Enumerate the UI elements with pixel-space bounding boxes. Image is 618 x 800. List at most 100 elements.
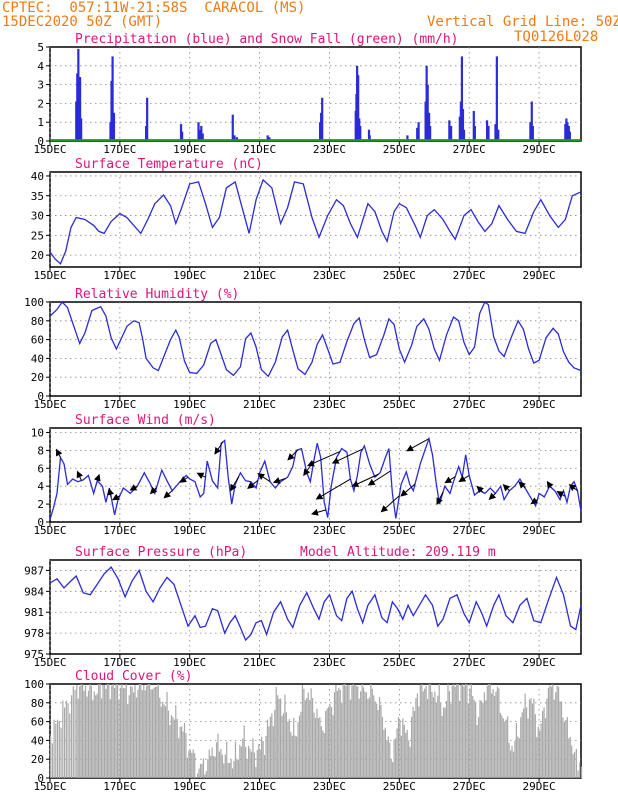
cloud-bar: [469, 688, 471, 778]
y-tick-label: 25: [31, 229, 44, 242]
y-tick-label: 4: [37, 60, 44, 73]
cloud-bar: [164, 706, 167, 778]
cloud-bar: [293, 717, 295, 778]
precip-bar: [112, 112, 116, 141]
cloud-bar: [463, 686, 465, 778]
wind-line: [49, 436, 582, 520]
x-tick-label: 19DEC: [173, 656, 206, 669]
cloud-bar: [314, 717, 317, 778]
cloud-bar: [483, 692, 485, 778]
cloud-bar: [207, 759, 209, 778]
cloud-bar: [367, 698, 369, 778]
wind-direction-arrow: [488, 492, 497, 501]
cloud-bar: [332, 715, 334, 778]
plot-frame: [49, 427, 582, 523]
cloud-bar: [486, 685, 488, 778]
cloud-bar: [160, 706, 162, 778]
wind-direction-arrow: [436, 491, 444, 506]
cloud-bar: [301, 684, 304, 778]
cloud-bar: [154, 686, 157, 778]
wind-direction-arrow: [530, 497, 539, 505]
cloud-bar: [523, 708, 525, 778]
y-tick-label: 30: [31, 210, 44, 223]
cloud-bar: [349, 699, 352, 778]
cloud-bar: [370, 684, 372, 778]
cloud-bar: [434, 691, 436, 778]
x-tick-label: 19DEC: [173, 398, 206, 411]
x-tick-label: 23DEC: [313, 269, 346, 282]
cloud-bar: [217, 733, 219, 778]
cloud-bar: [383, 729, 385, 778]
precip-bar: [77, 48, 80, 141]
cloud-bar: [182, 731, 184, 778]
wind-direction-arrow: [247, 479, 259, 489]
panel-humidity: Relative Humidity (%) 15DEC 17DEC 19DEC 21DE…: [24, 287, 582, 411]
cloud-bar: [124, 688, 126, 778]
cloud-bar: [55, 723, 57, 778]
cloud-bar: [77, 698, 79, 778]
precip-bar: [460, 56, 464, 141]
cloud-bar: [456, 684, 458, 778]
x-tick-label: 25DEC: [383, 269, 416, 282]
cloud-bar: [475, 701, 477, 778]
cloud-bar: [413, 710, 416, 778]
wind-direction-arrow: [380, 495, 400, 513]
cloud-bar: [102, 684, 104, 778]
cloud-bar: [167, 710, 170, 778]
cloud-bar: [371, 688, 373, 778]
wind-direction-arrow: [56, 448, 63, 458]
header-grid-note: Vertical Grid Line: 50Z: [427, 14, 618, 30]
y-tick-label: 80: [31, 697, 44, 710]
precip-bar: [487, 125, 490, 141]
cloud-bar: [295, 736, 298, 778]
cloud-bar: [360, 691, 362, 778]
cloud-bar: [358, 698, 360, 778]
y-tick-label: 20: [31, 753, 44, 766]
panel-title: Relative Humidity (%): [75, 287, 239, 302]
cloud-bar: [377, 710, 379, 778]
cloud-bar: [394, 738, 397, 778]
cloud-bar: [284, 694, 286, 778]
cloud-bar: [525, 707, 528, 778]
cloud-bar: [208, 749, 210, 778]
panel-title: Surface Wind (m/s): [75, 413, 216, 428]
wind-direction-arrow: [315, 478, 351, 500]
wind-direction-arrow: [230, 476, 240, 492]
x-tick-label: 19DEC: [173, 143, 206, 156]
cloud-bar: [539, 731, 541, 778]
cloud-bar: [218, 751, 221, 778]
precip-bar: [181, 131, 184, 141]
cloud-bar: [258, 744, 260, 778]
cloud-bar: [351, 685, 353, 778]
precip-bar: [568, 131, 571, 141]
cloud-bar: [517, 736, 519, 778]
cloud-bar: [403, 724, 405, 778]
cloud-bar: [202, 758, 205, 778]
precip-bar: [359, 125, 362, 141]
cloud-bar: [204, 774, 206, 778]
x-tick-label: 23DEC: [313, 524, 346, 537]
y-tick-label: 3: [37, 79, 44, 92]
wind-direction-arrow: [307, 451, 341, 467]
cloud-bar: [317, 718, 320, 778]
cloud-bar: [461, 684, 464, 778]
y-tick-label: 0: [37, 135, 44, 148]
pressure-line: [49, 565, 582, 642]
cloud-bar: [70, 695, 73, 778]
cloud-bar: [220, 748, 222, 778]
cloud-bar: [441, 716, 443, 778]
cloud-bar: [256, 749, 258, 778]
x-tick-label: 23DEC: [313, 656, 346, 669]
cloud-bar: [67, 703, 69, 778]
precip-bar: [531, 125, 534, 141]
y-tick-label: 978: [24, 627, 44, 640]
cloud-bar: [309, 700, 311, 778]
cloud-bar: [470, 684, 472, 778]
precip-bar: [406, 135, 409, 141]
cloud-bar: [496, 686, 499, 778]
cloud-bar: [285, 712, 288, 778]
cloud-bar: [424, 688, 426, 778]
precip-bar: [321, 97, 324, 141]
cloud-bar: [489, 684, 491, 778]
